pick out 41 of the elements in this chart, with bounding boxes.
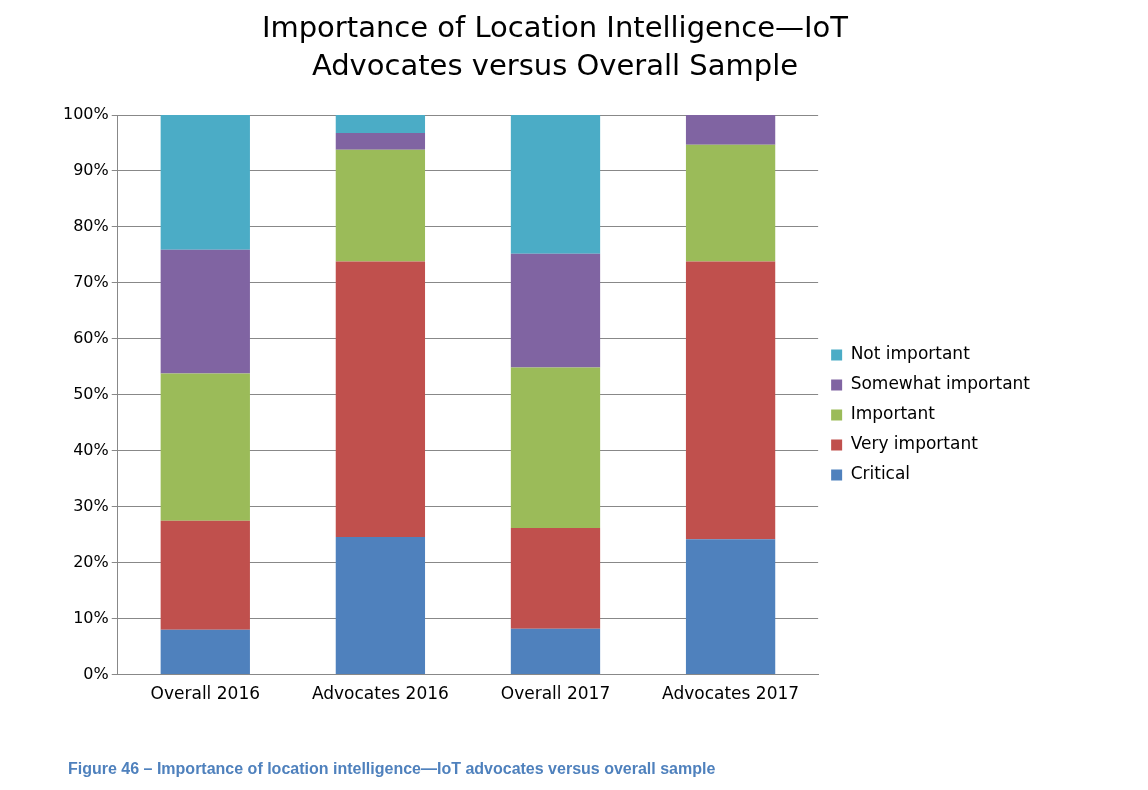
x-tick-label: Overall 2017 bbox=[500, 683, 611, 704]
bar bbox=[335, 149, 426, 262]
y-tick-label: 100% bbox=[62, 104, 109, 124]
x-tick-label: Advocates 2016 bbox=[311, 683, 449, 704]
bar bbox=[685, 115, 776, 145]
bar bbox=[335, 132, 426, 150]
caption: Figure 46 – Importance of location intelligence—IoT advocates versus overall sample bbox=[68, 760, 716, 778]
y-tick-label: 60% bbox=[73, 328, 109, 347]
bar bbox=[510, 527, 601, 629]
bar bbox=[160, 373, 250, 521]
y-tick-label: 30% bbox=[73, 495, 109, 515]
bar bbox=[510, 115, 601, 254]
y-tick-label: 70% bbox=[73, 272, 109, 292]
x-tick-label: Overall 2016 bbox=[150, 683, 260, 704]
y-tick-label: 50% bbox=[73, 383, 109, 403]
y-tick-label: 0% bbox=[83, 663, 109, 683]
bar bbox=[510, 367, 601, 528]
chart-title: Importance of Location Intelligence—IoT Advocates versus Overall Sample bbox=[260, 9, 850, 84]
legend-label: Somewhat important bbox=[850, 373, 1031, 394]
bar bbox=[160, 520, 250, 630]
bar bbox=[685, 144, 776, 262]
bar bbox=[685, 261, 776, 540]
bar bbox=[335, 115, 426, 133]
legend-label: Critical bbox=[850, 463, 911, 484]
bar bbox=[160, 249, 250, 374]
bar bbox=[160, 629, 250, 675]
bar bbox=[335, 536, 426, 675]
bar bbox=[510, 628, 601, 675]
legend-label: Very important bbox=[850, 433, 979, 454]
y-tick-label: 90% bbox=[73, 160, 109, 180]
bar bbox=[335, 261, 426, 537]
bar bbox=[160, 115, 250, 250]
x-tick-label: Advocates 2017 bbox=[662, 683, 800, 704]
y-tick-label: 10% bbox=[73, 607, 109, 627]
y-tick-label: 80% bbox=[73, 216, 109, 236]
legend-label: Important bbox=[850, 403, 936, 424]
bar bbox=[510, 253, 601, 368]
y-tick-label: 40% bbox=[73, 439, 109, 459]
y-tick-label: 20% bbox=[73, 551, 109, 571]
bar bbox=[685, 539, 776, 675]
legend-label: Not important bbox=[850, 343, 971, 364]
